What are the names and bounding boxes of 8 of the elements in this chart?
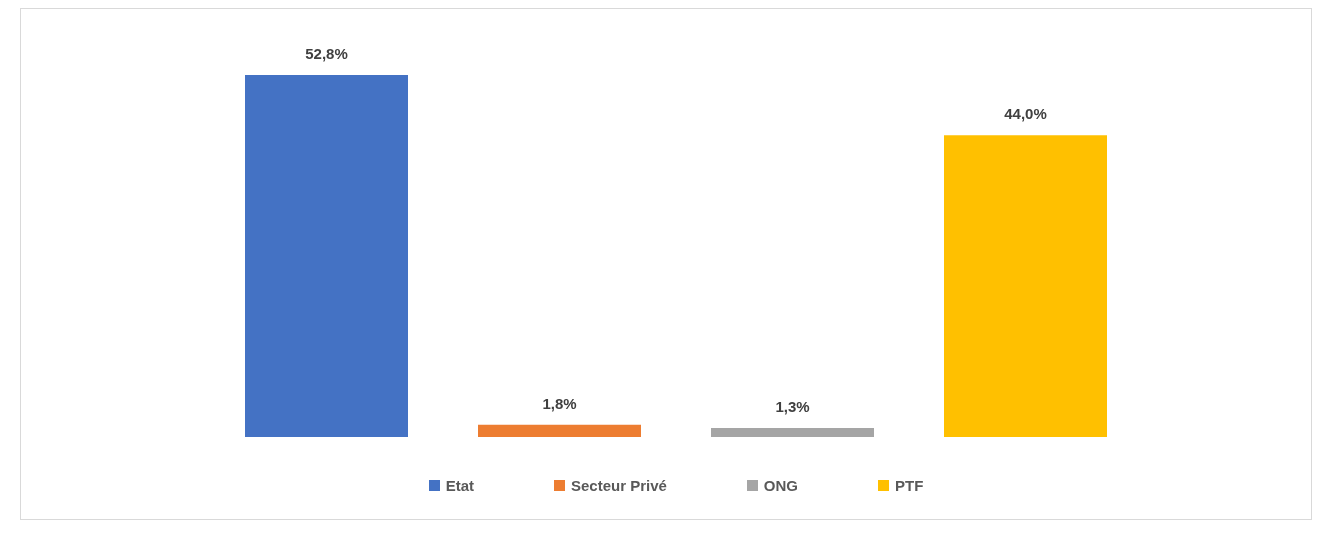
data-label: 44,0% — [1004, 105, 1047, 123]
data-label: 1,3% — [775, 398, 810, 416]
data-label: 1,8% — [542, 394, 577, 412]
data-label: 52,8% — [305, 45, 348, 62]
legend-label: Secteur Privé — [570, 477, 667, 494]
legend-label: ONG — [763, 477, 799, 494]
legend-label: Etat — [445, 477, 474, 494]
legend-label: PTF — [895, 477, 924, 494]
